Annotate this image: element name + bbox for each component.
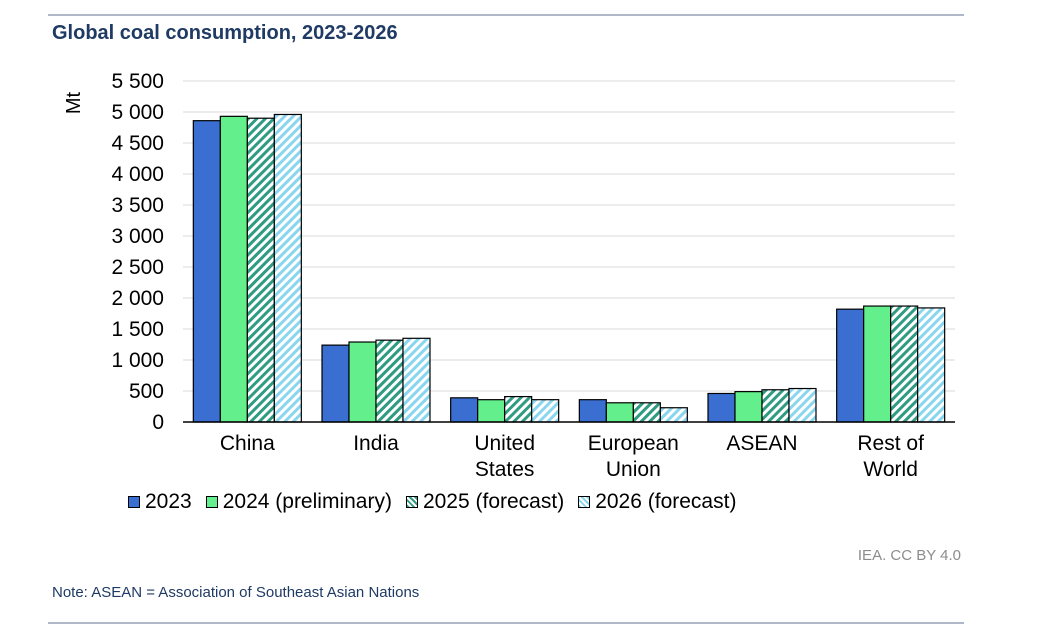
bar-2025 [890,305,919,423]
bar-2026 [531,399,560,423]
y-tick-label: 4 500 [111,132,164,155]
legend-label: 2026 (forecast) [595,490,737,513]
bar-2024 [348,341,377,423]
x-tick-label: Rest of [857,432,924,455]
y-axis-ticks: 0 500 1 000 1 500 2 000 2 500 3 000 3 500 4 000 4… [111,70,164,434]
legend-item: 2025 (forecast) [405,490,565,514]
x-tick-label: India [353,432,399,455]
bar-2025 [632,402,661,423]
gridlines [183,80,955,392]
x-axis-labels: China India United States European Union ASEAN… [220,432,924,481]
x-tick-label: ASEAN [726,432,797,455]
bar-2026 [917,307,946,423]
legend-item: 2023 [128,490,192,514]
x-tick-label: China [220,432,275,455]
bar-2026 [788,387,817,423]
y-tick-label: 1 500 [111,318,164,341]
x-tick-label: United [474,432,535,455]
bar-2023 [321,344,350,423]
x-tick-label: States [475,458,535,481]
y-tick-label: 1 000 [111,349,164,372]
footnote: Note: ASEAN = Association of Southeast A… [52,584,420,601]
bar-2026 [402,337,431,423]
credit-text: IEA. CC BY 4.0 [857,547,961,564]
bar-2024 [605,402,634,423]
bar-2025 [246,117,275,423]
bar-2025 [375,339,404,423]
bar-2026 [659,407,688,423]
bar-2023 [192,120,221,423]
bar-2023 [450,397,479,423]
x-tick-label: European [588,432,679,455]
bar-2023 [707,392,736,423]
legend-swatch [578,496,591,508]
bottom-rule [48,622,964,624]
legend-label: 2025 (forecast) [422,490,565,513]
legend-swatch [128,496,140,508]
y-tick-label: 3 000 [111,225,164,248]
legend-label: 2023 [145,490,192,513]
y-tick-label: 4 000 [111,163,164,186]
legend-label: 2024 (preliminary) [222,490,392,513]
bar-2024 [477,399,506,423]
bar-2024 [863,305,892,423]
y-axis-label: Mt [63,91,85,114]
bars [183,113,955,423]
bar-2023 [578,399,607,423]
y-tick-label: 0 [152,411,164,434]
chart-title: Global coal consumption, 2023-2026 [52,22,398,44]
bar-2023 [836,308,865,423]
y-tick-label: 5 000 [111,101,164,124]
y-tick-label: 500 [129,380,164,403]
legend-swatch [205,496,218,508]
y-tick-label: 2 000 [111,287,164,310]
legend-item: 2026 (forecast) [578,490,736,514]
x-tick-label: Union [606,458,661,481]
bar-2025 [504,395,533,423]
bar-2024 [734,391,763,423]
legend-item: 2024 (preliminary) [205,490,392,514]
y-tick-label: 5 500 [111,70,164,93]
x-tick-label: World [863,458,917,481]
top-rule [48,14,964,16]
bar-2024 [219,115,248,423]
y-tick-label: 2 500 [111,256,164,279]
legend: 2023 2024 (preliminary) 2025 (forecast) 202… [128,490,750,514]
bar-2025 [761,389,790,423]
bar-chart: 0 500 1 000 1 500 2 000 2 500 3 000 3 500 4 000 4… [63,70,955,481]
y-tick-label: 3 500 [111,194,164,217]
legend-swatch [405,496,418,508]
bar-2026 [273,113,302,423]
